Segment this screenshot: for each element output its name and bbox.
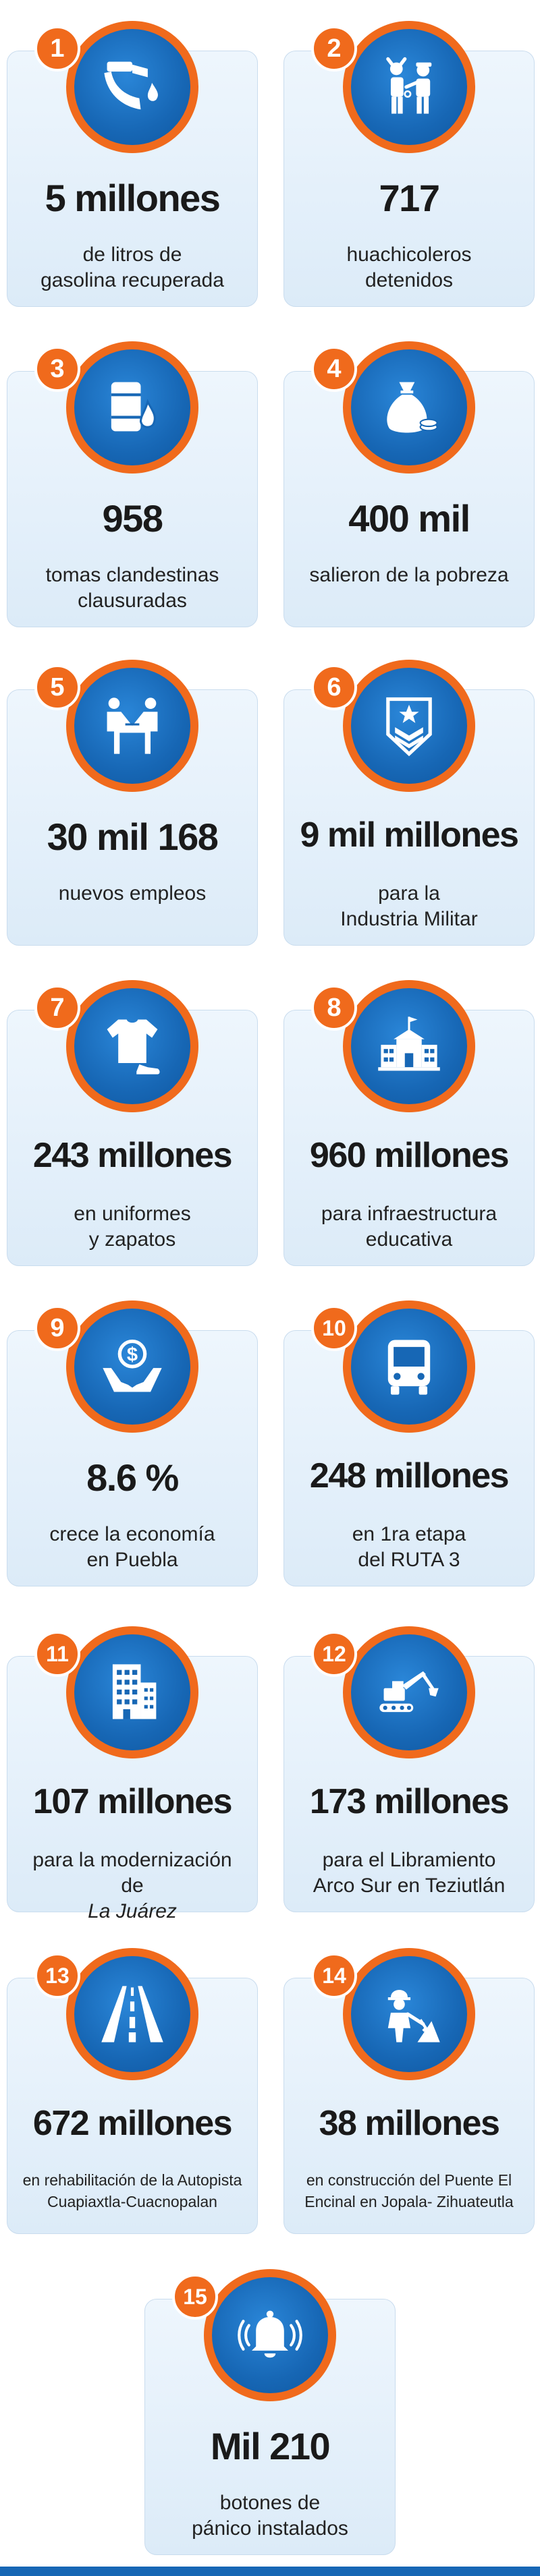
number-badge: 1 [34,26,80,71]
icon-circle [343,21,475,153]
stat-value: 958 [102,497,163,540]
stat-description: para la modernización de La Juárez [32,1849,232,1922]
icon-circle [343,980,475,1112]
military-badge-icon [386,697,432,757]
stat-description: en construcción del Puente El Encinal en … [304,2171,514,2210]
stat-value: 9 mil millones [300,815,519,855]
barrel-drop-icon [111,382,156,432]
stat-value: 248 millones [309,1456,510,1495]
icon-circle [343,1948,475,2080]
hands-dollar-icon: $ [103,1339,162,1392]
number-badge: 7 [34,985,80,1031]
stat-value: 243 millones [32,1136,233,1175]
stat-description: para el Libramiento Arco Sur en Teziutlán [313,1849,506,1897]
svg-text:$: $ [127,1344,138,1366]
stat-value: 8.6 % [86,1456,179,1499]
stat-value: 173 millones [309,1782,510,1821]
money-bag-icon [387,382,438,433]
excavator-icon [379,1671,439,1713]
stat-card-10: 10 248 millones en 1ra etapa del RUTA 3 [284,1300,535,1586]
arrest-icon [386,57,432,114]
stat-value: 400 mil [348,497,470,540]
number-badge: 4 [311,346,357,392]
stat-description: en 1ra etapa del RUTA 3 [352,1523,466,1571]
stat-value: 30 mil 168 [47,815,219,858]
icon-circle [343,341,475,474]
stat-card-12: 12 173 millones para el Libramiento Arco … [284,1626,535,1912]
stat-value: 107 millones [32,1782,233,1821]
stat-description: nuevos empleos [58,882,207,905]
stat-value: 717 [379,177,440,219]
number-badge: 3 [34,346,80,392]
stat-card-1: 1 5 millones de litros de gasolina recupe… [7,21,258,307]
school-icon [378,1017,440,1071]
icon-circle [66,980,198,1112]
number-badge: 15 [172,2274,218,2320]
stat-description: botones de pánico instalados [192,2492,348,2540]
stat-card-6: 6 9 mil millones para la Industria Milita… [284,660,535,946]
stat-description: huachicoleros detenidos [346,244,472,291]
number-badge: 6 [311,664,357,710]
stat-description: para la Industria Militar [340,882,478,930]
stat-value: Mil 210 [210,2425,331,2467]
number-badge: 2 [311,26,357,71]
stat-value: 672 millones [32,2104,233,2143]
stat-card-9: $ 9 8.6 % crece la economía en Puebla [7,1300,258,1586]
number-badge: 5 [34,664,80,710]
stat-value: 5 millones [45,177,221,219]
footer-bar [0,2567,540,2576]
icon-circle [204,2269,336,2401]
stat-card-15: 15 Mil 210 botones de pánico instalados [144,2269,396,2555]
stat-description: crece la economía en Puebla [49,1523,215,1571]
alarm-bell-icon [238,2310,302,2358]
stat-card-4: 4 400 mil salieron de la pobreza [284,341,535,627]
icon-circle [66,21,198,153]
number-badge: 9 [34,1305,80,1351]
stat-card-3: 3 958 tomas clandestinas clausuradas [7,341,258,627]
stat-description: en uniformes y zapatos [74,1203,191,1251]
stat-value: 960 millones [309,1136,510,1175]
building-icon [112,1664,157,1719]
icon-circle [343,1626,475,1758]
stat-description: para infraestructura educativa [321,1203,497,1251]
icon-circle [66,341,198,474]
number-badge: 10 [311,1305,357,1351]
uniform-shoe-icon [107,1019,160,1075]
icon-circle: $ [66,1300,198,1433]
icon-circle [66,1948,198,2080]
number-badge: 11 [34,1631,80,1677]
stat-card-11: 11 107 millones para la modernización de … [7,1626,258,1922]
number-badge: 13 [34,1953,80,1999]
icon-circle [343,660,475,792]
bus-icon [387,1340,431,1395]
icon-circle [66,1626,198,1758]
highway-icon [101,1986,163,2042]
fuel-nozzle-icon [104,61,158,110]
stat-card-14: 14 38 millones en construcción del Puent… [284,1948,535,2234]
number-badge: 12 [311,1631,357,1677]
stat-description: en rehabilitación de la Autopista Cuapiax… [22,2171,242,2210]
stat-description: salieron de la pobreza [309,564,509,586]
stat-card-8: 8 960 millones para infraestructura educa… [284,980,535,1266]
stat-card-7: 7 243 millones en uniformes y zapatos [7,980,258,1266]
stat-card-13: 13 672 millones en rehabilitación de la … [7,1948,258,2234]
construction-worker-icon [387,1990,440,2042]
icon-circle [66,660,198,792]
handshake-icon [107,697,158,754]
stat-card-2: 2 717 huachicoleros detenidos [284,21,535,307]
stat-description: tomas clandestinas clausuradas [45,564,219,612]
number-badge: 14 [311,1953,357,1999]
stat-value: 38 millones [319,2104,500,2143]
icon-circle [343,1300,475,1433]
stat-description: de litros de gasolina recuperada [40,244,224,291]
stat-card-5: 5 30 mil 168 nuevos empleos [7,660,258,946]
number-badge: 8 [311,985,357,1031]
